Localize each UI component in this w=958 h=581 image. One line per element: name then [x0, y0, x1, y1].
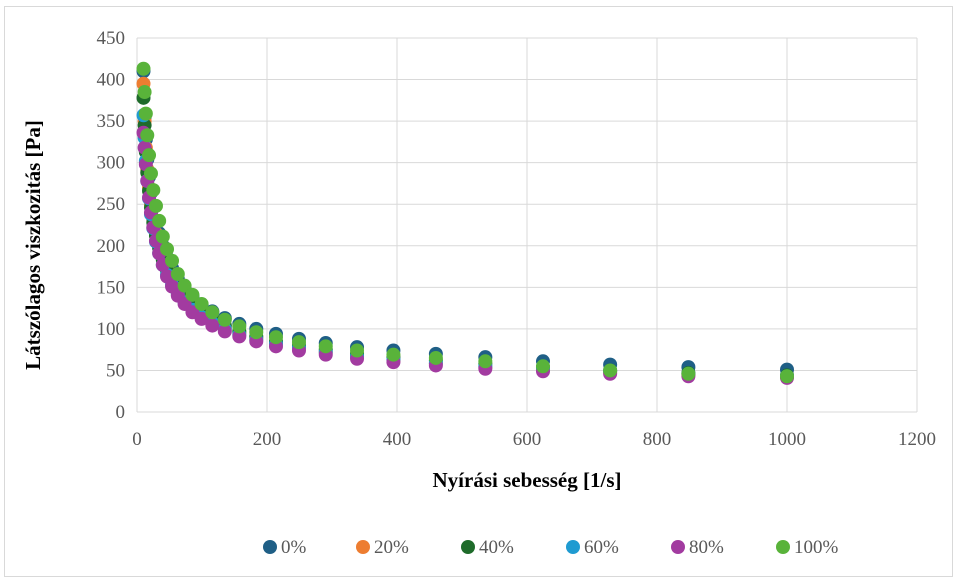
data-point	[170, 267, 185, 282]
data-point	[142, 148, 157, 163]
y-tick-labels: 0 50 100 150 200 250 300 350 400 450	[97, 28, 126, 423]
y-tick-label: 350	[97, 111, 126, 132]
data-point	[146, 183, 161, 198]
data-point	[136, 61, 151, 76]
y-tick-label: 150	[97, 277, 126, 298]
legend-marker	[263, 540, 277, 554]
gridlines	[136, 37, 918, 413]
x-tick-label: 600	[513, 429, 542, 450]
data-points	[136, 61, 794, 385]
data-point	[780, 369, 794, 384]
y-tick-label: 200	[97, 236, 126, 257]
y-tick-label: 450	[97, 28, 126, 49]
legend-marker	[356, 540, 370, 554]
legend-marker	[776, 540, 790, 554]
data-point	[152, 213, 167, 228]
data-point	[143, 166, 158, 181]
x-axis-title: Nyírási sebesség [1/s]	[433, 468, 622, 492]
data-point	[165, 253, 180, 268]
data-point	[205, 318, 220, 333]
x-tick-label: 800	[643, 429, 672, 450]
x-tick-labels: 0 200 400 600 800 1000 1200	[132, 429, 936, 450]
data-point	[140, 128, 155, 143]
data-point	[194, 311, 209, 326]
y-tick-label: 300	[97, 153, 126, 174]
series-100%	[136, 61, 794, 384]
legend-label: 20%	[374, 537, 409, 558]
x-tick-label: 1000	[768, 429, 806, 450]
data-point	[318, 339, 333, 354]
data-point	[217, 324, 232, 339]
data-point	[428, 350, 443, 365]
data-point	[185, 287, 200, 302]
data-point	[232, 329, 247, 344]
legend-label: 40%	[479, 537, 514, 558]
y-tick-label: 0	[116, 402, 126, 423]
legend-label: 80%	[689, 537, 724, 558]
x-tick-label: 1200	[898, 429, 936, 450]
x-tick-label: 0	[132, 429, 142, 450]
data-point	[194, 296, 209, 311]
data-point	[177, 278, 192, 293]
legend-label: 100%	[794, 537, 839, 558]
data-point	[268, 330, 283, 345]
data-point	[138, 106, 153, 121]
data-point	[681, 366, 696, 381]
y-tick-label: 100	[97, 319, 126, 340]
data-point	[232, 319, 247, 334]
data-point	[535, 359, 550, 374]
data-point	[350, 343, 365, 358]
data-point	[478, 354, 493, 369]
x-tick-label: 200	[253, 429, 282, 450]
legend-marker	[671, 540, 685, 554]
data-point	[291, 335, 306, 350]
data-point	[160, 242, 175, 257]
legend-label: 60%	[584, 537, 619, 558]
y-tick-label: 50	[106, 360, 125, 381]
data-point	[155, 229, 170, 244]
series-80%	[136, 125, 794, 385]
data-point	[148, 198, 163, 213]
x-tick-label: 400	[383, 429, 412, 450]
data-point	[386, 347, 401, 362]
chart-area	[4, 6, 953, 577]
y-tick-label: 250	[97, 194, 126, 215]
data-point	[217, 312, 232, 327]
legend-marker	[461, 540, 475, 554]
data-point	[205, 305, 220, 320]
y-tick-label: 400	[97, 70, 126, 91]
legend: 0% 20% 40% 60% 80% 100%	[263, 537, 839, 558]
legend-marker	[566, 540, 580, 554]
legend-label: 0%	[281, 537, 307, 558]
data-point	[137, 85, 152, 100]
data-point	[603, 363, 618, 378]
y-axis-title: Látszólagos viszkozitás [Pa]	[21, 120, 45, 370]
data-point	[249, 325, 264, 340]
